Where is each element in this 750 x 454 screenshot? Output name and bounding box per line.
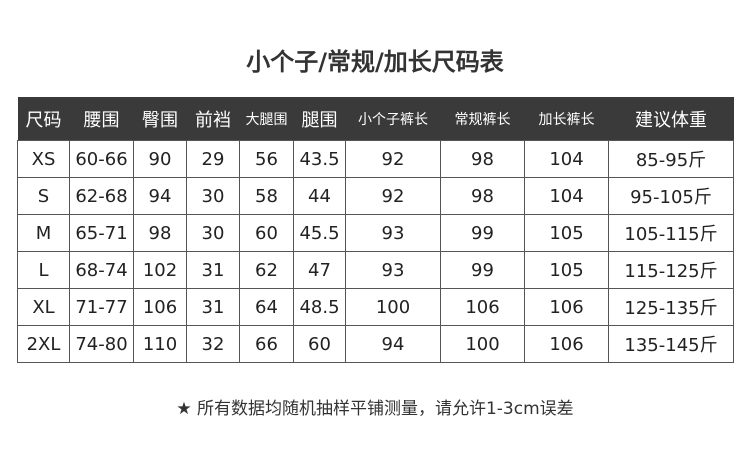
table-cell: 105 <box>524 214 609 252</box>
measurement-note: ★ 所有数据均随机抽样平铺测量，请允许1-3cm误差 <box>0 394 750 419</box>
table-cell: 92 <box>345 140 441 178</box>
table-cell: 106 <box>524 325 609 363</box>
table-cell: 48.5 <box>293 288 346 326</box>
table-cell: 105 <box>524 251 609 289</box>
table-cell: 64 <box>239 288 294 326</box>
table-cell: 94 <box>345 325 441 363</box>
table-row: L 68-74 102 31 62 47 93 99 105 115-125斤 <box>17 251 734 289</box>
size-chart-table: 尺码 腰围 臀围 前裆 大腿围 腿围 小个子裤长 常规裤长 加长裤长 建议体重 XS 60-66 90… <box>17 97 734 363</box>
table-cell: M <box>17 214 70 252</box>
table-row: M 65-71 98 30 60 45.5 93 99 105 105-115斤 <box>17 214 734 252</box>
table-cell: 98 <box>440 140 525 178</box>
table-cell: 56 <box>239 140 294 178</box>
table-cell: 29 <box>186 140 240 178</box>
table-cell: 125-135斤 <box>608 288 734 326</box>
table-cell: 60-66 <box>69 140 134 178</box>
table-cell: 99 <box>440 214 525 252</box>
table-cell: 90 <box>133 140 187 178</box>
table-cell: 60 <box>239 214 294 252</box>
column-header: 腿围 <box>293 97 346 141</box>
table-cell: 60 <box>293 325 346 363</box>
column-header: 臀围 <box>133 97 187 141</box>
table-row: S 62-68 94 30 58 44 92 98 104 95-105斤 <box>17 177 734 215</box>
table-cell: S <box>17 177 70 215</box>
table-cell: 98 <box>133 214 187 252</box>
column-header: 大腿围 <box>239 97 294 141</box>
table-cell: 47 <box>293 251 346 289</box>
table-cell: 104 <box>524 177 609 215</box>
table-cell: 98 <box>440 177 525 215</box>
table-cell: 104 <box>524 140 609 178</box>
table-cell: 30 <box>186 177 240 215</box>
table-cell: 45.5 <box>293 214 346 252</box>
table-cell: 30 <box>186 214 240 252</box>
table-cell: 58 <box>239 177 294 215</box>
table-cell: 71-77 <box>69 288 134 326</box>
column-header: 小个子裤长 <box>345 97 441 141</box>
table-cell: 94 <box>133 177 187 215</box>
table-row: XS 60-66 90 29 56 43.5 92 98 104 85-95斤 <box>17 140 734 178</box>
star-icon: ★ <box>176 399 192 419</box>
table-cell: 93 <box>345 214 441 252</box>
header-row: 尺码 腰围 臀围 前裆 大腿围 腿围 小个子裤长 常规裤长 加长裤长 建议体重 <box>17 97 734 141</box>
table-cell: 93 <box>345 251 441 289</box>
column-header: 腰围 <box>69 97 134 141</box>
table-cell: 62-68 <box>69 177 134 215</box>
table-cell: 115-125斤 <box>608 251 734 289</box>
column-header: 尺码 <box>17 97 70 141</box>
table-cell: 31 <box>186 288 240 326</box>
table-row: 2XL 74-80 110 32 66 60 94 100 106 135-145斤 <box>17 325 734 363</box>
table-cell: 2XL <box>17 325 70 363</box>
column-header: 加长裤长 <box>524 97 609 141</box>
table-cell: 66 <box>239 325 294 363</box>
table-cell: 92 <box>345 177 441 215</box>
table-cell: 106 <box>133 288 187 326</box>
table-cell: 100 <box>345 288 441 326</box>
column-header: 建议体重 <box>608 97 734 141</box>
table-cell: 105-115斤 <box>608 214 734 252</box>
table-cell: 110 <box>133 325 187 363</box>
note-text: 所有数据均随机抽样平铺测量，请允许1-3cm误差 <box>196 399 574 419</box>
table-row: XL 71-77 106 31 64 48.5 100 106 106 125-135斤 <box>17 288 734 326</box>
table-cell: 85-95斤 <box>608 140 734 178</box>
table-cell: 100 <box>440 325 525 363</box>
table-cell: 68-74 <box>69 251 134 289</box>
table-cell: 44 <box>293 177 346 215</box>
table-cell: 99 <box>440 251 525 289</box>
table-cell: 31 <box>186 251 240 289</box>
table-cell: 65-71 <box>69 214 134 252</box>
table-cell: 106 <box>440 288 525 326</box>
table-cell: 102 <box>133 251 187 289</box>
page-title: 小个子/常规/加长尺码表 <box>246 48 504 76</box>
table-cell: XS <box>17 140 70 178</box>
table-cell: 32 <box>186 325 240 363</box>
table-cell: XL <box>17 288 70 326</box>
column-header: 常规裤长 <box>440 97 525 141</box>
table-cell: 95-105斤 <box>608 177 734 215</box>
column-header: 前裆 <box>186 97 240 141</box>
table-cell: 43.5 <box>293 140 346 178</box>
table-cell: 106 <box>524 288 609 326</box>
table-cell: 74-80 <box>69 325 134 363</box>
table-cell: 135-145斤 <box>608 325 734 363</box>
table-cell: L <box>17 251 70 289</box>
table-cell: 62 <box>239 251 294 289</box>
